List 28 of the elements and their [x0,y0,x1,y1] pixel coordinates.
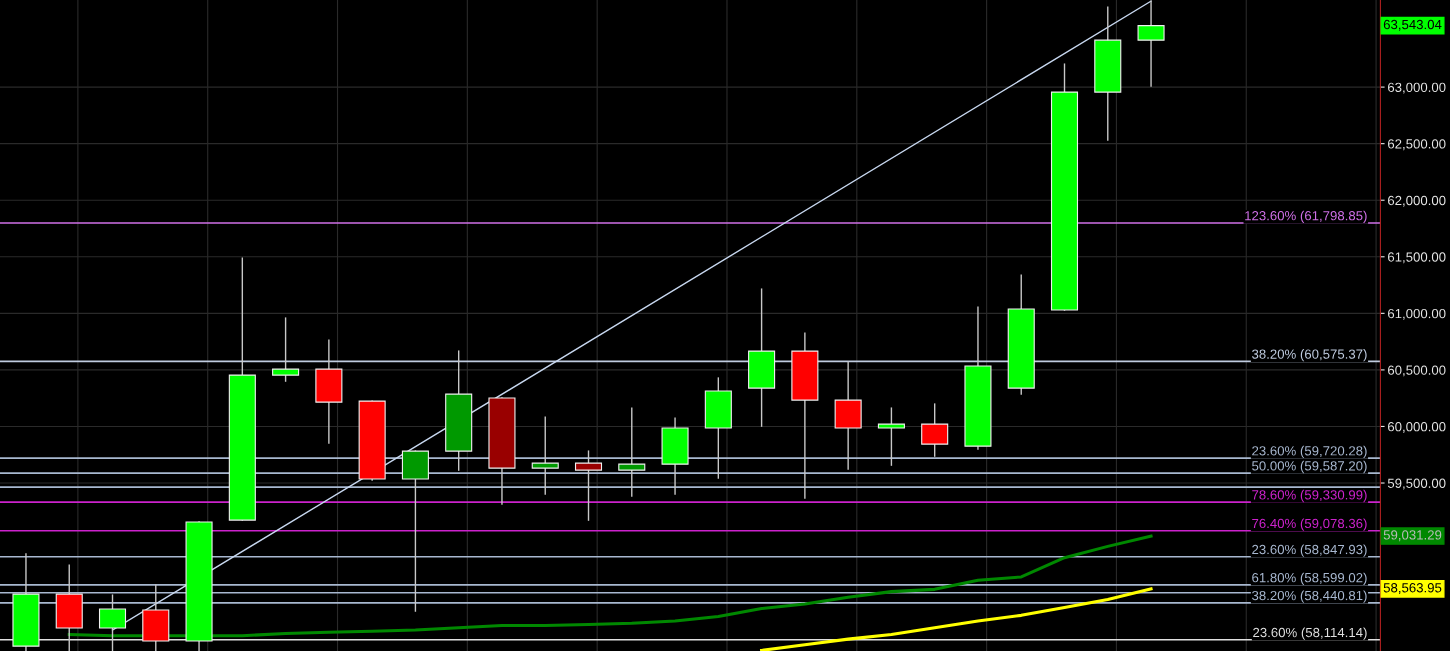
y-tick-label: 59,500.00 [1387,478,1446,490]
line-series [67,534,1153,638]
y-tick-label: 60,500.00 [1388,365,1446,377]
ref-line-label: 38.20% (60,575.37) [1252,349,1367,362]
ref-line-label: 38.20% (58,440.81) [1252,590,1367,603]
ref-line-label: 78.60% (59,330.99) [1252,489,1367,503]
y-tick-label: 61,000.00 [1388,308,1446,320]
ref-line-label: 23.60% (58,114.14) [1253,627,1367,640]
candlestick [531,416,559,495]
ref-line-label: 23.60% (59,720.28) [1252,445,1367,459]
candlestick [272,317,300,382]
ref-line-label: 61.80% (58,599.02) [1252,572,1367,585]
text: 63,543.04 [1383,19,1442,31]
y-tick-label: 63,000.00 [1388,82,1446,94]
y-tick-label: 62,000.00 [1388,195,1446,207]
line-series [760,587,1153,651]
candlestick [877,407,905,466]
text: 59,031.29 [1383,530,1442,542]
ref-line-label: 50.00% (59,587.20) [1252,460,1367,474]
ref-line-label: 23.60% (58,847.93) [1252,544,1367,557]
text: 58,563.95 [1383,583,1442,594]
y-tick-label: 62,500.00 [1388,139,1446,151]
y-tick-label: 61,500.00 [1388,252,1446,264]
candlestick [618,407,646,497]
candlestick [574,450,603,521]
ref-line-label: 76.40% (59,078.36) [1252,518,1367,531]
y-tick-label: 60,000.00 [1388,422,1446,433]
ref-line-label: 123.60% (61,798.85) [1245,210,1367,223]
